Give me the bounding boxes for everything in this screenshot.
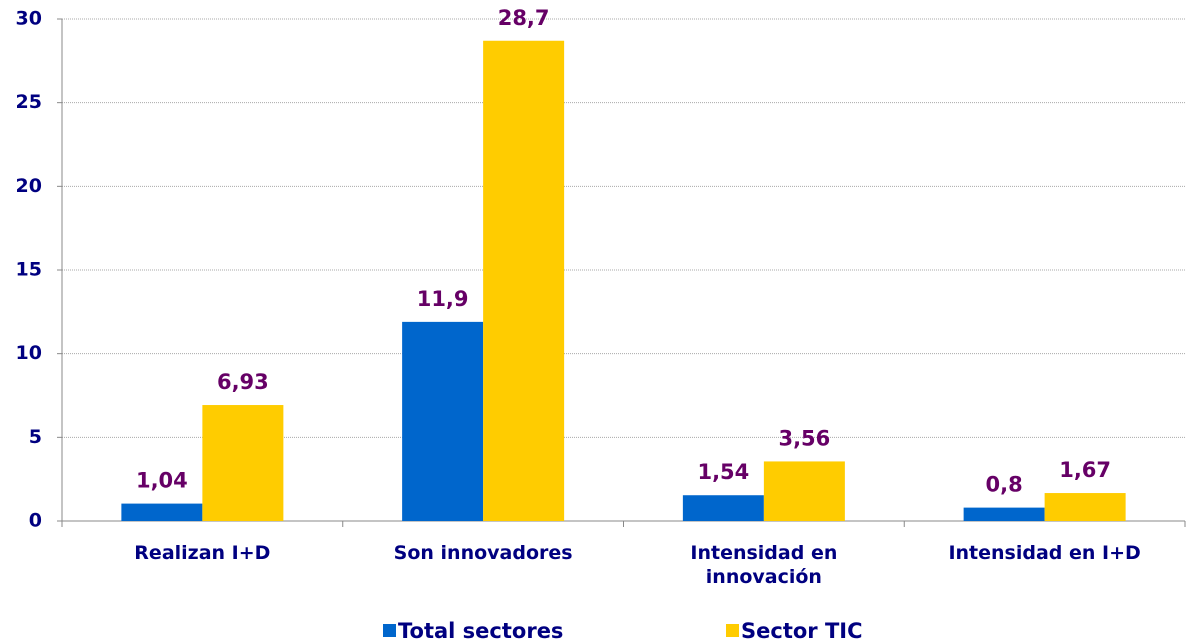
data-label: 11,9 — [417, 287, 469, 311]
bar — [1044, 493, 1126, 521]
data-label: 3,56 — [778, 426, 830, 450]
y-tick-label: 30 — [16, 8, 42, 30]
x-tick-label: Realizan I+D — [134, 542, 271, 564]
data-label: 1,04 — [136, 469, 188, 493]
y-tick-label: 20 — [16, 175, 42, 197]
data-label: 0,8 — [986, 473, 1023, 497]
x-tick-label: Intensidad en I+D — [948, 542, 1141, 564]
data-label: 28,7 — [498, 6, 550, 30]
bar — [682, 495, 764, 521]
data-label: 1,54 — [697, 460, 749, 484]
legend-label: Total sectores — [398, 619, 563, 643]
bar — [121, 503, 203, 521]
bar — [963, 507, 1045, 521]
x-tick-label: Son innovadores — [393, 542, 573, 564]
legend-swatch — [383, 624, 396, 637]
y-tick-label: 25 — [16, 91, 42, 113]
bar — [402, 321, 484, 521]
x-tick-label: Intensidad en innovación — [690, 542, 838, 588]
bar — [483, 40, 565, 522]
bar — [763, 461, 845, 521]
y-tick-label: 0 — [29, 510, 42, 532]
y-tick-label: 5 — [29, 426, 42, 448]
legend-label: Sector TIC — [741, 619, 863, 643]
y-tick-label: 10 — [16, 342, 42, 364]
legend-swatch — [726, 624, 739, 637]
data-label: 1,67 — [1059, 458, 1111, 482]
bar — [202, 405, 284, 521]
data-label: 6,93 — [217, 370, 269, 394]
y-tick-label: 15 — [16, 259, 42, 281]
